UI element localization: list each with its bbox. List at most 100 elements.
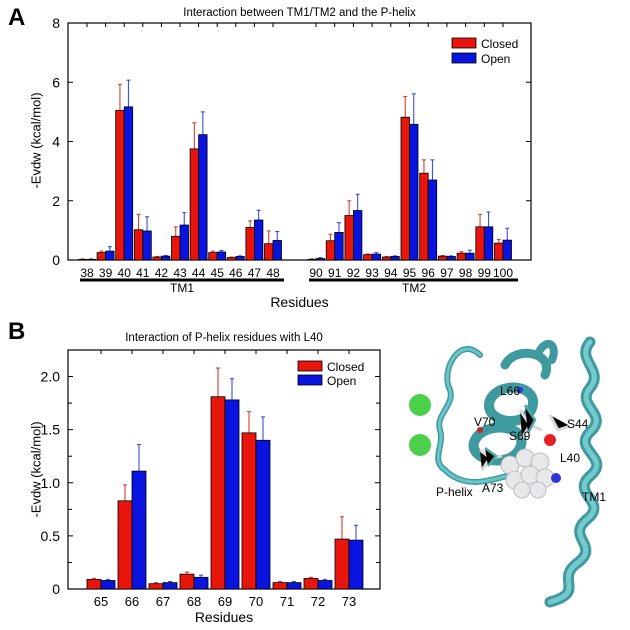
- bar-open-67: [162, 582, 178, 590]
- structure-label-tm1: TM1: [582, 490, 606, 504]
- legend-label-open: Open: [481, 52, 510, 66]
- y-tick-label: 1.5: [41, 422, 61, 438]
- structure-label-p-helix: P-helix: [436, 485, 473, 499]
- bar-closed-68: [179, 573, 195, 590]
- bar-open-66: [131, 470, 147, 590]
- y-tick-label: 6: [52, 74, 60, 90]
- bar-open-40: [123, 106, 134, 261]
- bar-open-71: [286, 582, 302, 590]
- bar-closed-97: [437, 255, 448, 261]
- y-tick-label: 8: [52, 15, 60, 31]
- x-tick-label: 38: [80, 266, 94, 280]
- bar-open-46: [235, 256, 245, 261]
- bar-open-38: [86, 259, 96, 261]
- bar-closed-100: [494, 242, 504, 261]
- bar-open-70: [255, 439, 271, 590]
- bar-open-47: [253, 219, 264, 261]
- x-tick-label: 93: [365, 266, 379, 280]
- bar-open-92: [352, 210, 363, 261]
- y-tick-label: 0: [52, 581, 60, 597]
- bar-closed-66: [117, 500, 133, 590]
- chart-b-xlabel: Residues: [194, 609, 254, 625]
- x-tick-label: 99: [478, 266, 492, 280]
- bar-open-42: [160, 255, 171, 261]
- legend-swatch-closed: [451, 37, 477, 49]
- x-tick-label: 90: [309, 266, 323, 280]
- x-tick-label: 44: [192, 266, 206, 280]
- x-tick-label: 96: [422, 266, 436, 280]
- bar-closed-98: [456, 252, 467, 261]
- bar-open-68: [193, 576, 209, 590]
- legend-label-open: Open: [327, 374, 356, 388]
- y-tick-label: 1.0: [41, 475, 61, 491]
- x-tick-label: 100: [493, 266, 513, 280]
- legend-label-closed: Closed: [327, 360, 364, 374]
- legend-swatch-closed: [297, 360, 323, 372]
- protein-structure-image: [409, 336, 603, 608]
- x-tick-label: 94: [384, 266, 398, 280]
- bar-closed-65: [86, 579, 102, 590]
- x-tick-label: 39: [99, 266, 113, 280]
- bar-closed-70: [241, 432, 257, 590]
- bar-closed-71: [272, 582, 288, 590]
- bar-open-39: [105, 250, 115, 261]
- structure-label-v70: V70: [474, 415, 496, 429]
- x-tick-label: 71: [280, 594, 294, 609]
- bar-open-97: [446, 256, 456, 261]
- chart-a-title: Interaction between TM1/TM2 and the P-he…: [183, 7, 416, 19]
- bar-open-45: [216, 251, 227, 261]
- bar-open-65: [100, 580, 116, 590]
- bar-closed-95: [400, 116, 410, 261]
- bar-open-73: [348, 539, 364, 590]
- y-tick-label: 2.0: [41, 369, 61, 385]
- chart-a-xlabel: Residues: [270, 294, 329, 310]
- panel-a-label: A: [8, 4, 26, 31]
- x-tick-label: 66: [125, 594, 139, 609]
- x-tick-label: 92: [347, 266, 361, 280]
- x-tick-label: 43: [173, 266, 187, 280]
- y-tick-label: 4: [52, 134, 60, 150]
- bar-closed-99: [475, 226, 485, 261]
- bar-open-44: [198, 134, 208, 261]
- bar-open-43: [179, 224, 189, 261]
- bar-open-90: [315, 258, 325, 261]
- chart-a-group-tm1: TM1: [170, 281, 194, 295]
- x-tick-label: 68: [187, 594, 201, 609]
- chart-b-plot: 0 0.5 1.0 1.5 2.0 65 66 67 68 69 70 71 72 73 ClosedOpe…: [41, 349, 381, 609]
- panel-b-label: B: [8, 318, 26, 345]
- chart-b-title: Interaction of P-helix residues with L40: [125, 332, 323, 344]
- legend-swatch-open: [297, 374, 323, 386]
- bar-open-93: [371, 253, 382, 261]
- y-tick-label: 0: [52, 252, 60, 268]
- x-tick-label: 69: [218, 594, 232, 609]
- bar-closed-73: [334, 538, 350, 590]
- bar-open-48: [272, 240, 282, 261]
- x-tick-label: 65: [94, 594, 108, 609]
- bar-closed-72: [303, 577, 319, 590]
- x-tick-label: 41: [136, 266, 150, 280]
- structure-label-a73: A73: [482, 481, 504, 495]
- structure-label-s44: S44: [567, 417, 589, 431]
- x-tick-label: 47: [248, 266, 262, 280]
- x-tick-label: 97: [440, 266, 454, 280]
- x-tick-label: 40: [118, 266, 132, 280]
- y-tick-label: 2: [52, 193, 60, 209]
- bar-open-72: [317, 580, 333, 590]
- bar-open-91: [334, 232, 344, 261]
- structure-label-l66: L66: [500, 384, 521, 398]
- x-tick-label: 98: [459, 266, 473, 280]
- x-tick-label: 70: [249, 594, 263, 609]
- y-tick-label: 0.5: [41, 528, 61, 544]
- bar-open-41: [142, 230, 152, 261]
- legend-swatch-open: [451, 52, 477, 64]
- x-tick-label: 46: [229, 266, 243, 280]
- bar-open-98: [465, 252, 475, 261]
- x-tick-label: 91: [328, 266, 342, 280]
- structure-label-s69: S69: [509, 429, 531, 443]
- structure-label-l40: L40: [560, 451, 581, 465]
- bar-open-95: [409, 123, 419, 261]
- chart-a-group-tm2: TM2: [402, 281, 426, 295]
- x-tick-label: 95: [403, 266, 417, 280]
- bar-open-99: [483, 226, 494, 261]
